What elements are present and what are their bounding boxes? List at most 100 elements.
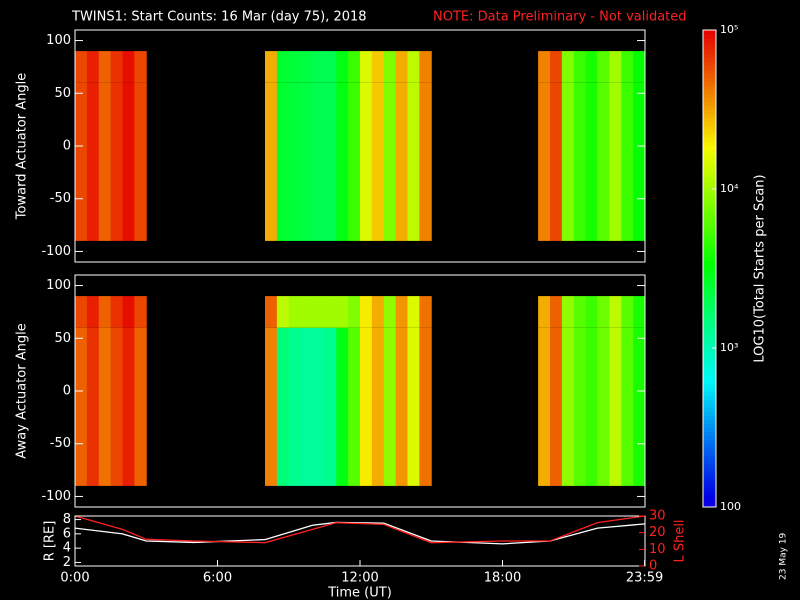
heat-cell <box>336 296 349 328</box>
heat-cell <box>265 82 278 241</box>
heat-cell <box>348 51 361 83</box>
colorbar-step <box>703 367 716 373</box>
colorbar-step <box>703 351 716 357</box>
colorbar-frame <box>702 29 717 508</box>
colorbar-step <box>703 204 716 210</box>
x-tick-label: 23:59 <box>626 571 663 586</box>
colorbar-step <box>703 304 716 309</box>
colorbar-step <box>703 475 716 480</box>
colorbar-step <box>703 129 716 134</box>
colorbar-step <box>703 427 716 432</box>
colorbar-step <box>703 268 716 273</box>
colorbar-step <box>703 149 716 154</box>
heat-cell <box>407 82 420 241</box>
colorbar-step <box>703 113 716 118</box>
colorbar-step <box>703 463 716 468</box>
colorbar-step <box>703 57 716 63</box>
colorbar-step <box>703 483 716 488</box>
heat-cell <box>86 51 100 83</box>
heat-cell <box>86 296 100 328</box>
y-tick-label: 6 <box>63 526 71 541</box>
heat-cell <box>110 296 123 328</box>
heat-cell <box>609 296 622 328</box>
colorbar-step <box>703 383 716 389</box>
heat-cell <box>395 327 408 486</box>
colorbar-step <box>703 407 716 413</box>
chart-title: TWINS1: Start Counts: 16 Mar (day 75), 2… <box>71 10 367 25</box>
colorbar-step <box>703 145 716 150</box>
colorbar-step <box>703 292 716 297</box>
heat-cell <box>110 82 123 241</box>
colorbar-step <box>703 224 716 230</box>
y-tick-label: 0 <box>63 384 71 399</box>
colorbar-step <box>703 49 716 55</box>
colorbar-step <box>703 228 716 234</box>
colorbar-label: LOG10(Total Starts per Scan) <box>753 174 768 362</box>
colorbar-step <box>703 272 716 277</box>
y-tick-label: -50 <box>50 191 71 206</box>
y2-tick-label: 30 <box>649 509 666 524</box>
heat-cell <box>324 51 337 83</box>
heat-cell <box>550 82 563 241</box>
colorbar-step <box>703 121 716 126</box>
colorbar-step <box>703 45 716 51</box>
colorbar-step <box>703 336 716 341</box>
heat-cell <box>75 327 88 486</box>
heat-cell <box>419 327 432 486</box>
heat-cell <box>395 296 408 328</box>
y2-axis-label: L Shell <box>673 519 688 562</box>
colorbar-step <box>703 165 716 170</box>
heat-cell <box>75 51 88 83</box>
heat-cell <box>276 51 290 83</box>
y-tick-label: 4 <box>63 541 71 556</box>
heat-cell <box>561 296 575 328</box>
heat-cell <box>312 296 325 328</box>
heat-cell <box>98 82 112 241</box>
colorbar-step <box>703 97 716 103</box>
colorbar-step <box>703 355 716 361</box>
heat-cell <box>585 327 598 486</box>
colorbar-step <box>703 471 716 476</box>
colorbar-step <box>703 137 716 142</box>
colorbar-step <box>703 284 716 289</box>
colorbar-step <box>703 495 716 500</box>
heat-cell <box>288 296 302 328</box>
heat-cell <box>419 296 432 328</box>
colorbar-step <box>703 232 716 238</box>
heat-cell <box>300 296 313 328</box>
heat-cell <box>561 327 575 486</box>
heat-cell <box>573 51 587 83</box>
colorbar-step <box>703 161 716 166</box>
heat-cell <box>371 51 385 83</box>
colorbar-step <box>703 403 716 409</box>
colorbar-step <box>703 264 716 269</box>
heat-cell <box>633 296 646 328</box>
y-tick-label: 8 <box>63 512 71 527</box>
colorbar-step <box>703 125 716 130</box>
colorbar-step <box>703 85 716 91</box>
heat-cell <box>561 82 575 241</box>
colorbar-step <box>703 169 716 174</box>
colorbar-step <box>703 181 716 186</box>
y-tick-label: 100 <box>46 33 71 48</box>
colorbar-step <box>703 117 716 122</box>
colorbar-step <box>703 153 716 158</box>
y-tick-label: 50 <box>54 331 71 346</box>
heat-cell <box>633 327 646 486</box>
y-tick-label: 100 <box>46 278 71 293</box>
heat-cell <box>621 327 634 486</box>
x-tick-label: 6:00 <box>203 571 232 586</box>
heat-cell <box>288 51 302 83</box>
heat-cell <box>407 327 420 486</box>
colorbar-step <box>703 316 716 321</box>
colorbar-tick-label: 100 <box>720 500 741 513</box>
heat-cell <box>276 296 290 328</box>
colorbar-step <box>703 65 716 71</box>
stamp: 23 May 19 <box>779 532 789 580</box>
heat-cell <box>122 82 135 241</box>
colorbar-step <box>703 256 716 262</box>
colorbar-step <box>703 312 716 317</box>
colorbar-step <box>703 363 716 369</box>
colorbar-step <box>703 105 716 110</box>
